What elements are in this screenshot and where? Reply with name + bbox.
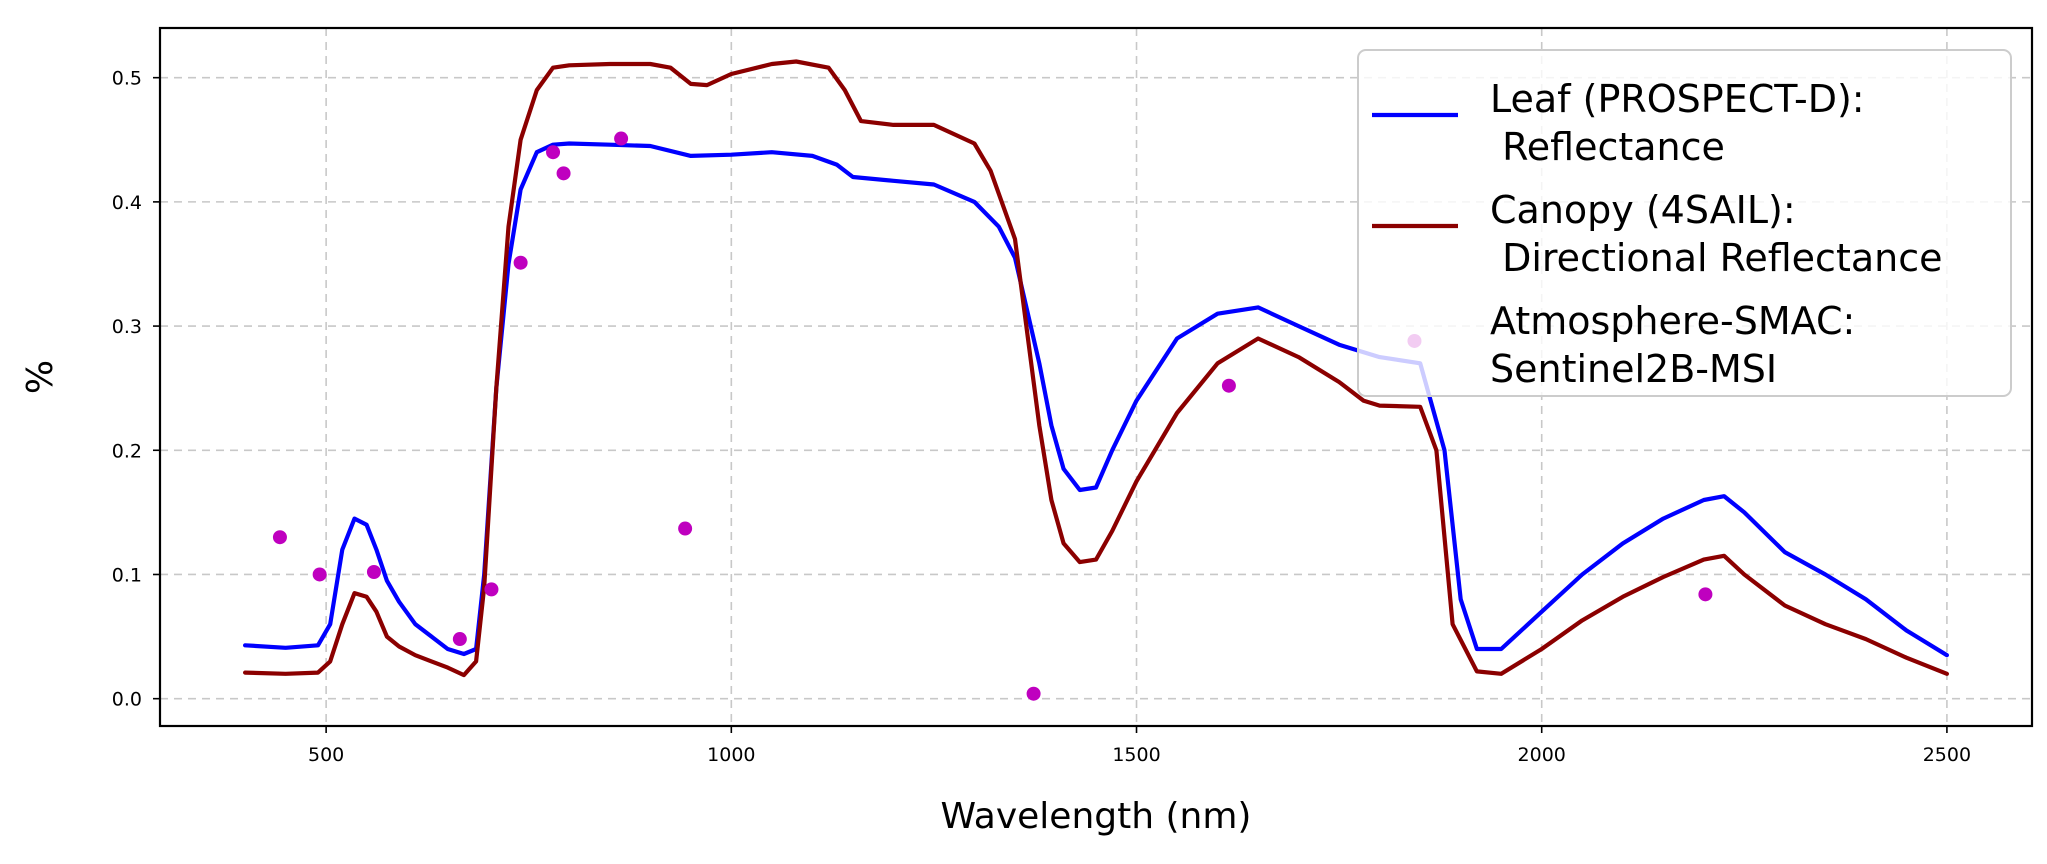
series-line-leaf — [243, 141, 1949, 658]
data-point-atmos — [678, 521, 693, 536]
data-point-atmos — [546, 145, 561, 160]
x-tick-label: 1000 — [707, 744, 755, 766]
data-point-atmos — [1698, 587, 1713, 602]
data-point-atmos — [312, 567, 327, 582]
y-tick-label: 0.4 — [112, 192, 142, 214]
y-tick-label: 0.5 — [112, 68, 142, 90]
legend-label-atmos: Atmosphere-SMAC: — [1490, 299, 1855, 343]
legend-label-leaf: Leaf (PROSPECT-D): — [1490, 77, 1865, 121]
data-point-atmos — [452, 632, 467, 647]
legend: Leaf (PROSPECT-D): Reflectance Canopy (4S… — [1357, 49, 2012, 397]
data-point-atmos — [1026, 686, 1041, 701]
legend-box — [1357, 49, 2012, 397]
data-point-atmos — [366, 564, 381, 579]
plot-frame — [158, 26, 2034, 728]
x-axis-label: Wavelength (nm) — [941, 796, 1252, 837]
x-tick-label: 500 — [308, 744, 344, 766]
legend-label-canopy: Directional Reflectance — [1490, 236, 1943, 280]
series-lines — [243, 59, 1949, 678]
data-point-atmos — [614, 131, 629, 146]
y-axis-label: % — [20, 360, 61, 394]
legend-label-atmos: Sentinel2B-MSI — [1490, 347, 1777, 391]
y-tick-label: 0.3 — [112, 316, 142, 338]
data-point-atmos — [272, 530, 287, 545]
legend-label-leaf: Reflectance — [1490, 125, 1725, 169]
data-point-atmos — [513, 255, 528, 270]
legend-label-canopy: Canopy (4SAIL): — [1490, 188, 1796, 232]
x-tick-label: 1500 — [1112, 744, 1160, 766]
x-tick-label: 2000 — [1518, 744, 1566, 766]
series-line-canopy — [243, 59, 1949, 678]
y-tick-label: 0.1 — [112, 564, 142, 586]
data-point-atmos — [484, 582, 499, 597]
y-tick-label: 0.2 — [112, 440, 142, 462]
scatter-points — [272, 131, 1713, 701]
axis-ticks: 500 1000 1500 2000 2500 0.0 0.1 0.2 0.3 0.4 0.5 — [112, 68, 1971, 766]
y-tick-label: 0.0 — [112, 689, 142, 711]
data-point-atmos — [1221, 378, 1236, 393]
x-tick-label: 2500 — [1923, 744, 1971, 766]
data-point-atmos — [556, 166, 571, 181]
